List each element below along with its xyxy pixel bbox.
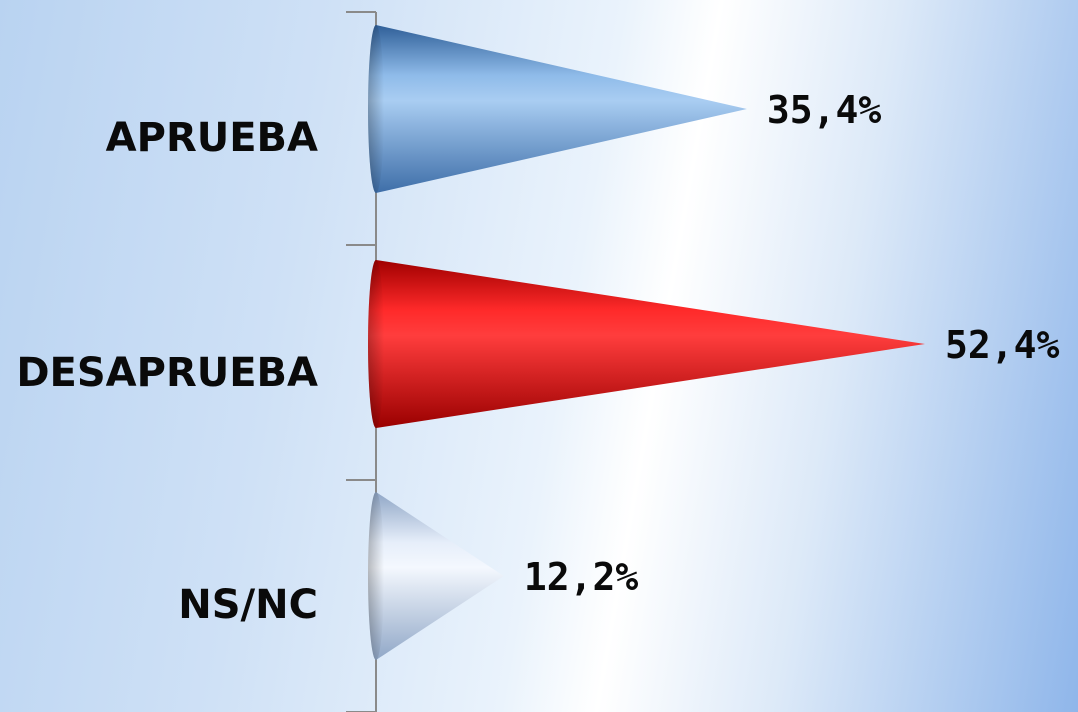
value-label: 52,4% [945,323,1060,367]
cone-bar [368,492,504,660]
cone-body [368,25,747,193]
value-label: 35,4% [767,88,882,132]
cone-bars [368,25,925,660]
cone-base [368,260,384,428]
value-labels: 35,4% 52,4% 12,2% [524,88,1060,599]
category-label: APRUEBA [106,115,318,161]
value-label: 12,2% [524,555,639,599]
cone-bar [368,260,925,428]
cone-bar [368,25,747,193]
cone-base [368,25,384,193]
category-label: NS/NC [178,582,318,628]
cone-base [368,492,384,660]
category-label: DESAPRUEBA [16,350,318,396]
cone-body [368,492,504,660]
cone-body [368,260,925,428]
category-labels: APRUEBA DESAPRUEBA NS/NC [16,115,318,628]
